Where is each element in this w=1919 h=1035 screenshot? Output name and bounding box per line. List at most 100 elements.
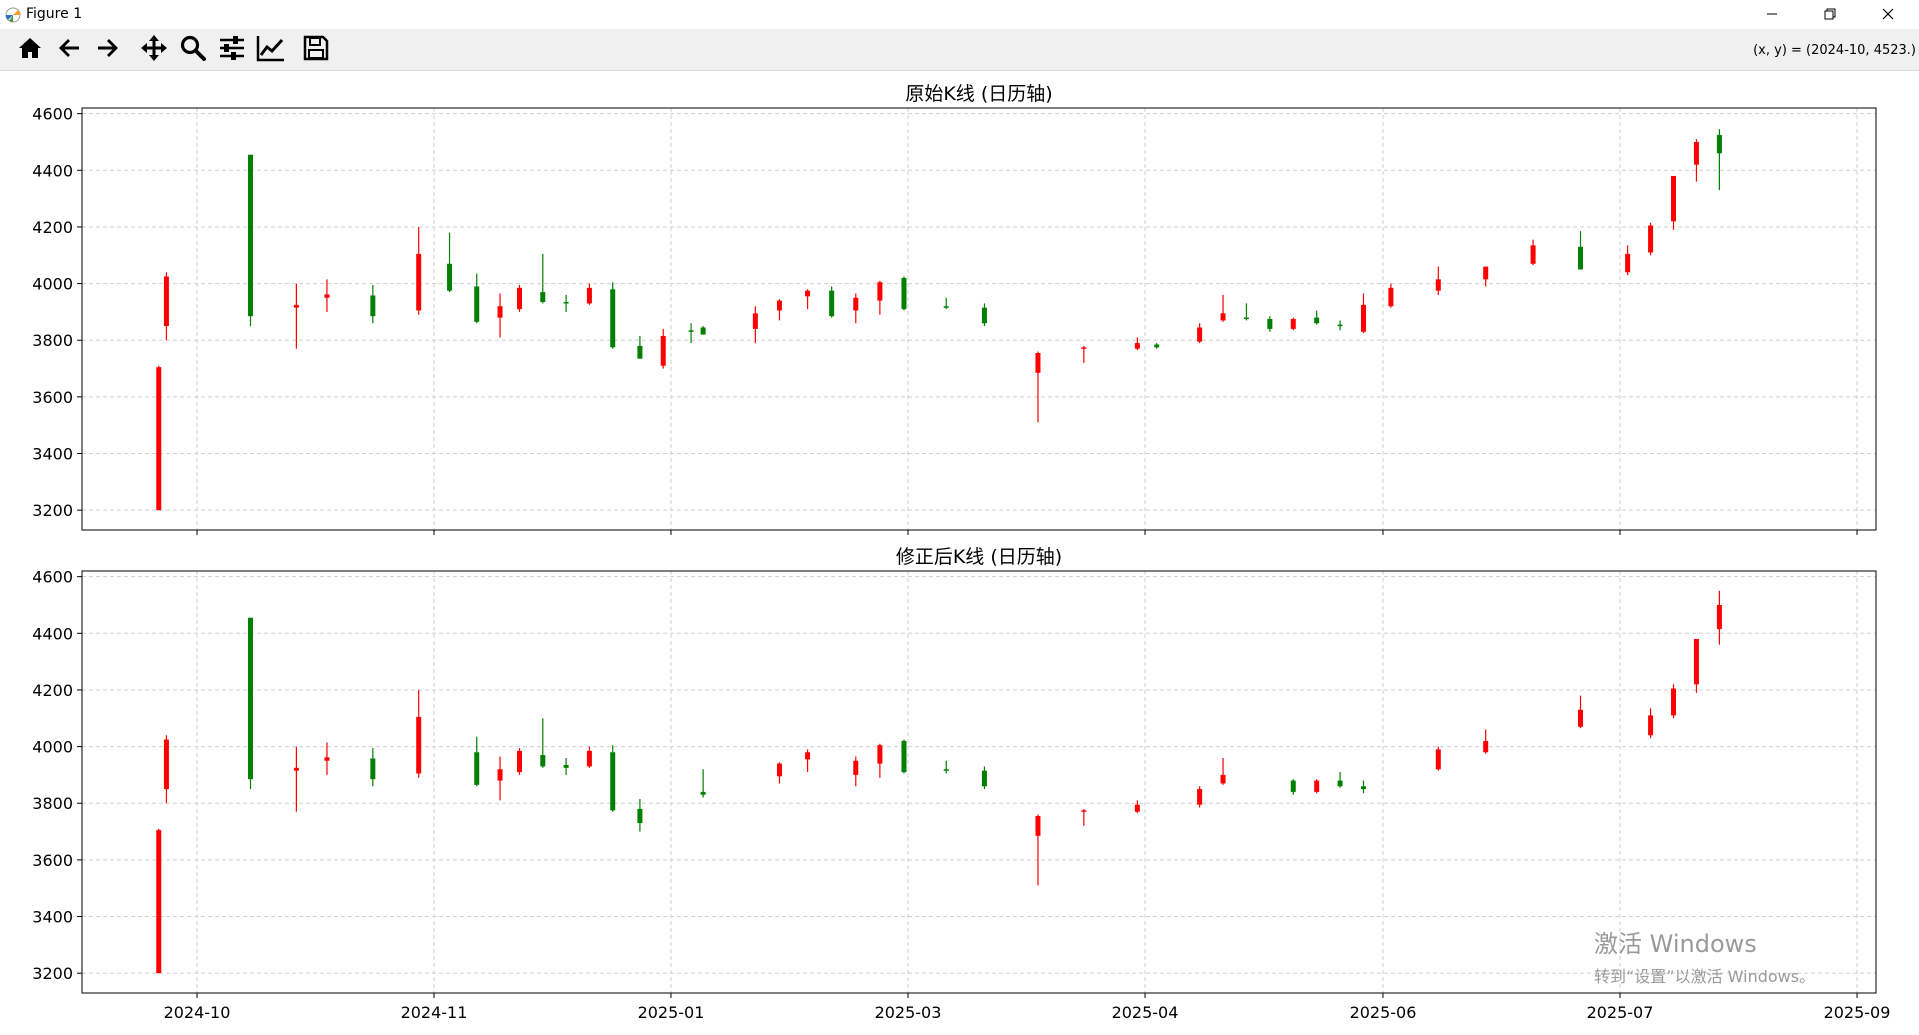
pan-button[interactable] <box>138 34 170 66</box>
candle-body <box>248 617 254 780</box>
candle-body <box>901 740 907 773</box>
arrow-right-icon <box>95 35 121 65</box>
candle-body <box>540 755 546 767</box>
candle-body <box>1693 141 1699 165</box>
candle-body <box>776 763 782 777</box>
axes-frame <box>81 107 1877 531</box>
chart-svg: 原始K线 (日历轴) 3200 3400 3600 3800 4000 4200 4400 46… <box>32 83 1891 1022</box>
chart-title: 修正后K线 (日历轴) <box>896 546 1062 568</box>
candle-body <box>1530 245 1536 264</box>
candle-body <box>700 791 706 795</box>
home-button[interactable] <box>14 34 46 66</box>
candle-body <box>156 367 162 511</box>
candle-body <box>1483 740 1489 753</box>
candle-body <box>497 769 503 781</box>
candle-body <box>901 277 907 310</box>
candle-body <box>637 345 643 359</box>
candle-body <box>563 302 569 304</box>
candle-body <box>1435 279 1441 291</box>
save-button[interactable] <box>300 34 332 66</box>
candle-body <box>1220 774 1226 784</box>
candle-body <box>1337 780 1343 787</box>
x-tick-label: 2024-10 <box>164 1003 231 1022</box>
edit-axes-button[interactable] <box>255 34 287 66</box>
candle-body <box>853 760 859 775</box>
candle-body <box>1081 347 1087 349</box>
x-tick-label: 2025-03 <box>875 1003 942 1022</box>
candle-body <box>1220 313 1226 321</box>
close-button[interactable] <box>1859 0 1917 29</box>
candle-body <box>1693 638 1699 685</box>
x-tick-label: 2025-07 <box>1587 1003 1654 1022</box>
candle-body <box>637 808 643 824</box>
candle-body <box>370 758 376 780</box>
candle-body <box>1671 688 1677 716</box>
x-tick-label: 2025-01 <box>638 1003 705 1022</box>
y-tick-label: 4000 <box>32 275 73 294</box>
candle-body <box>1578 246 1583 270</box>
candle-body <box>586 287 592 304</box>
candle-body <box>1154 344 1160 348</box>
x-tick-label: 2025-09 <box>1824 1003 1891 1022</box>
candle-body <box>370 295 376 317</box>
candle-body <box>586 750 592 767</box>
candle-body <box>1134 804 1140 812</box>
line-chart-icon <box>256 34 286 66</box>
candle-body <box>610 752 616 811</box>
candle-body <box>474 286 480 322</box>
candle-body <box>877 282 883 301</box>
figure-canvas[interactable]: 原始K线 (日历轴) 3200 3400 3600 3800 4000 4200 4400 46… <box>0 71 1919 1035</box>
home-icon <box>17 35 43 65</box>
zoom-button[interactable] <box>177 34 209 66</box>
maximize-button[interactable] <box>1801 0 1859 29</box>
y-tick-label: 4000 <box>32 738 73 757</box>
y-tick-label: 3600 <box>32 388 73 407</box>
candle-body <box>416 716 422 774</box>
candle-body <box>293 767 299 771</box>
candle-body <box>163 739 169 790</box>
candle-body <box>563 765 569 768</box>
candle-body <box>688 330 694 332</box>
candle-body <box>1197 327 1203 342</box>
candle-body <box>805 290 811 297</box>
candle-body <box>829 290 835 317</box>
y-tick-label: 3800 <box>32 794 73 813</box>
window-title-bar: Figure 1 <box>0 0 1919 29</box>
candle-body <box>1360 304 1366 332</box>
candle-body <box>1648 715 1654 736</box>
floppy-disk-icon <box>303 35 329 65</box>
candle-body <box>516 287 522 310</box>
candle-body <box>853 297 859 311</box>
minimize-button[interactable] <box>1743 0 1801 29</box>
candle-body <box>981 770 987 787</box>
candle-body <box>416 253 422 311</box>
candle-body <box>1716 604 1722 630</box>
cursor-coordinates: (x, y) = (2024-10, 4523.) <box>1753 43 1916 58</box>
move-icon <box>140 34 168 66</box>
magnifier-icon <box>179 34 207 66</box>
candle-body <box>1035 352 1041 373</box>
candle-body <box>943 306 949 308</box>
candle-body <box>248 154 254 317</box>
candle-body <box>293 304 299 308</box>
candle-body <box>776 300 782 311</box>
close-icon <box>1882 5 1894 24</box>
configure-subplots-button[interactable] <box>216 34 248 66</box>
candle-body <box>1483 266 1489 280</box>
window-title: Figure 1 <box>26 6 83 22</box>
y-tick-label: 4400 <box>32 624 73 643</box>
candle-body <box>805 752 811 760</box>
y-tick-label: 4400 <box>32 161 73 180</box>
candle-body <box>660 335 666 366</box>
y-tick-label: 3800 <box>32 331 73 350</box>
candle-body <box>324 294 330 298</box>
candle-body <box>1578 709 1583 727</box>
candle-body <box>1243 317 1249 320</box>
candle-body <box>1360 786 1366 790</box>
back-button[interactable] <box>53 34 85 66</box>
x-tick-label: 2024-11 <box>401 1003 468 1022</box>
forward-button[interactable] <box>92 34 124 66</box>
candle-body <box>1267 319 1273 329</box>
candle-body <box>1035 815 1041 836</box>
candle-body <box>1435 749 1441 770</box>
